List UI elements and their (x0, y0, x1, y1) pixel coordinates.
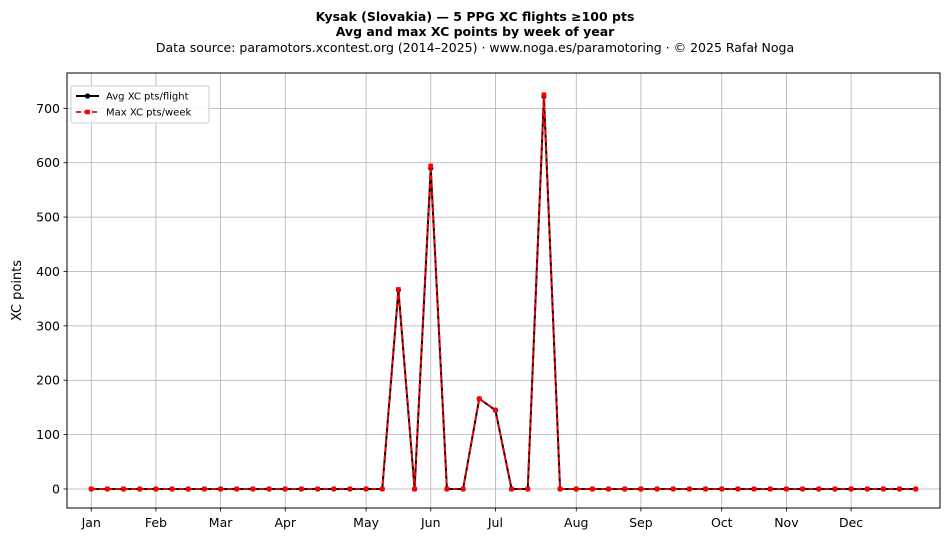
y-tick-label: 200 (36, 373, 60, 388)
max-data-point (719, 486, 725, 492)
max-data-point (784, 486, 789, 492)
max-data-point (703, 486, 708, 492)
y-tick-label: 400 (36, 264, 60, 279)
x-tick-label: Oct (711, 515, 733, 530)
legend-label-max: Max XC pts/week (106, 108, 191, 119)
chart-titles: Kysak (Slovakia) — 5 PPG XC flights ≥100… (0, 9, 950, 56)
legend-marker-avg (84, 93, 91, 99)
plot-area-frame (66, 72, 941, 509)
x-tick-label: May (353, 515, 379, 530)
series-group (88, 92, 919, 492)
x-tick-label: Jul (487, 515, 503, 530)
x-tick-label: Feb (145, 515, 167, 530)
max-data-point (105, 486, 110, 492)
max-data-point (218, 486, 223, 492)
avg-series-line (91, 95, 916, 490)
max-data-point (396, 287, 401, 292)
max-data-point (347, 486, 353, 492)
max-data-point (476, 396, 482, 402)
max-data-point (444, 486, 450, 492)
y-tick-label: 100 (36, 427, 60, 442)
max-data-point (864, 486, 870, 492)
max-data-point (767, 486, 773, 492)
max-data-point (185, 486, 191, 492)
max-data-point (282, 486, 288, 492)
legend: Avg XC pts/flight Max XC pts/week (70, 85, 210, 124)
max-data-point (913, 486, 919, 492)
max-data-point (460, 486, 466, 492)
max-data-point (121, 486, 126, 492)
x-tick-label: Apr (274, 515, 296, 530)
chart-source-note: Data source: paramotors.xcontest.org (20… (155, 40, 795, 55)
max-data-point (881, 486, 886, 492)
max-data-point (654, 486, 660, 492)
max-data-point (541, 92, 547, 98)
max-data-point (525, 486, 531, 492)
x-tick-label: Sep (629, 515, 653, 530)
max-data-point (622, 486, 628, 492)
max-data-point (800, 486, 805, 492)
max-data-point (428, 163, 434, 169)
max-data-point (557, 486, 563, 492)
max-data-point (315, 486, 320, 492)
x-tick-label: Nov (774, 515, 799, 530)
max-data-point (735, 486, 741, 492)
legend-marker-max (85, 109, 90, 115)
y-tick-label: 700 (36, 101, 60, 116)
max-data-point (363, 486, 369, 492)
x-tick-label: Jan (81, 515, 101, 530)
max-data-point (299, 486, 304, 492)
x-tick-label: Jun (420, 515, 441, 530)
y-tick-label: 0 (52, 481, 60, 496)
legend-box (70, 85, 210, 124)
max-data-point (638, 486, 644, 492)
chart-subtitle: Avg and max XC points by week of year (335, 24, 615, 39)
max-data-point (234, 486, 240, 492)
max-data-point (88, 486, 94, 492)
max-data-point (137, 486, 143, 492)
chart-title: Kysak (Slovakia) — 5 PPG XC flights ≥100… (315, 9, 635, 24)
max-data-point (169, 486, 175, 492)
max-data-point (202, 486, 207, 492)
max-data-point (412, 486, 417, 492)
max-data-point (266, 486, 272, 492)
legend-label-avg: Avg XC pts/flight (106, 92, 189, 103)
max-data-point (687, 486, 692, 492)
max-data-point (848, 486, 854, 492)
max-data-point (493, 407, 498, 413)
max-data-point (751, 486, 757, 492)
y-axis-label: XC points (10, 260, 25, 321)
max-data-point (331, 486, 337, 492)
max-data-point (670, 486, 676, 492)
max-data-point (153, 486, 159, 492)
y-tick-label: 500 (36, 210, 60, 225)
max-data-point (379, 486, 385, 492)
max-data-point (590, 486, 595, 492)
max-data-point (509, 486, 514, 492)
grid-lines (67, 73, 940, 508)
x-tick-label: Aug (564, 515, 588, 530)
max-data-point (897, 486, 902, 492)
x-tick-label: Mar (209, 515, 233, 530)
max-data-point (816, 486, 822, 492)
max-data-point (573, 486, 579, 492)
max-series-line (91, 93, 916, 490)
max-data-point (832, 486, 838, 492)
x-tick-label: Dec (839, 515, 863, 530)
axis-ticks: 0 100 200 300 400 500 600 700 Jan Feb Mar Apr May Jun… (36, 101, 863, 530)
max-data-point (606, 486, 611, 492)
y-tick-label: 300 (36, 318, 60, 333)
max-data-point (250, 486, 256, 492)
y-tick-label: 600 (36, 155, 60, 170)
